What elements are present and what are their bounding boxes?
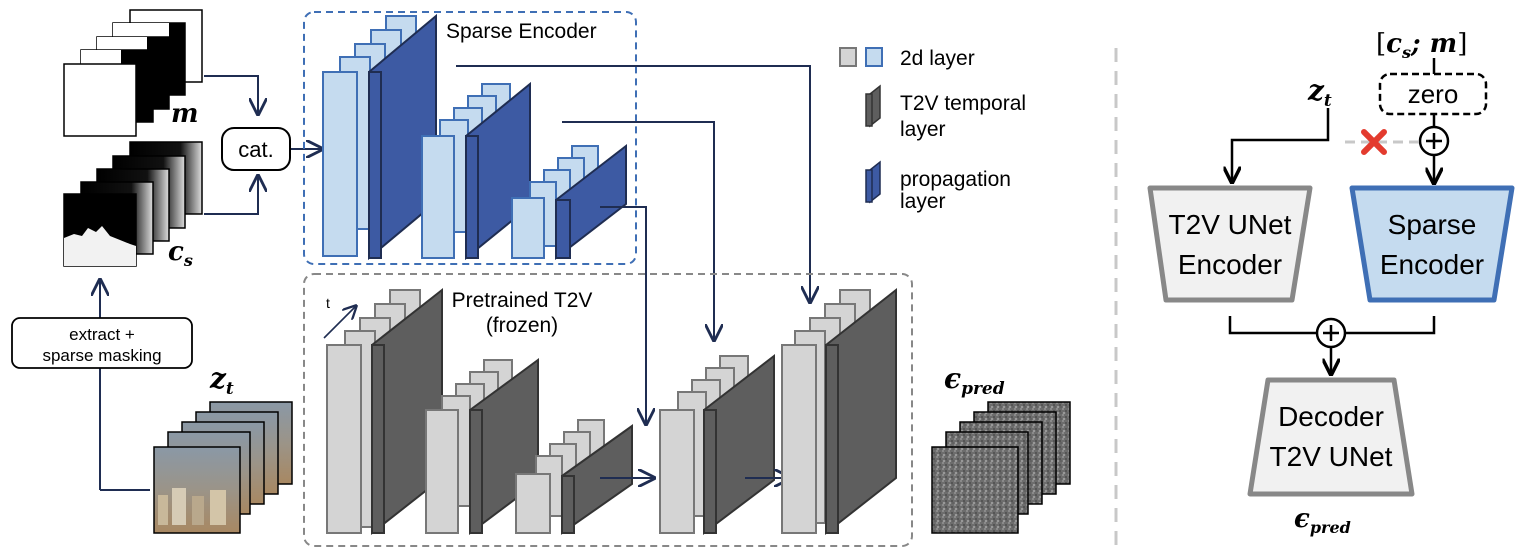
zero-label: zero bbox=[1408, 79, 1459, 109]
eps-pred-label-left: ϵpred bbox=[944, 362, 1005, 399]
t2v-unet-encoder-line2: Encoder bbox=[1178, 249, 1282, 280]
eps-pred-label-right: ϵpred bbox=[1294, 504, 1351, 537]
time-axis-label: t bbox=[326, 295, 330, 311]
t2v-block-5 bbox=[781, 287, 897, 536]
t2v-block-3 bbox=[515, 419, 633, 535]
cs-to-cat-arrow bbox=[204, 176, 258, 215]
concat-box bbox=[221, 127, 291, 171]
mask-stack bbox=[63, 9, 203, 137]
legend-swatch-gray bbox=[839, 47, 857, 67]
legend: 2d layer T2V temporal layer propagation … bbox=[839, 47, 1026, 213]
zt-video-stack bbox=[153, 401, 293, 534]
concat-label: cat. bbox=[238, 137, 273, 162]
zt-label: zt bbox=[209, 362, 234, 399]
zt-to-cs-arrow bbox=[100, 280, 150, 491]
sparse-encoder-frame bbox=[303, 11, 637, 265]
condition-label: [cs; m] bbox=[1376, 29, 1467, 62]
red-cross-icon bbox=[1361, 129, 1387, 155]
legend-temporal-2: layer bbox=[900, 118, 946, 141]
legend-propagation-1: propagation bbox=[900, 168, 1011, 191]
sparse-encoder-line1: Sparse bbox=[1388, 209, 1477, 240]
t2v-block-2 bbox=[425, 358, 539, 535]
sparse-block-1 bbox=[322, 13, 437, 261]
pretrained-title-1: Pretrained T2V bbox=[452, 289, 593, 312]
t2v-unet-encoder-box bbox=[1147, 185, 1313, 303]
cs-stack bbox=[63, 141, 203, 267]
decoder-line2: T2V UNet bbox=[1270, 441, 1393, 472]
pretrained-title-2: (frozen) bbox=[486, 314, 558, 337]
sparse-encoder-title: Sparse Encoder bbox=[446, 20, 597, 43]
skip-arrow-1 bbox=[456, 65, 810, 302]
t2v-block-1 bbox=[326, 287, 443, 536]
legend-temporal-1: T2V temporal bbox=[900, 92, 1026, 115]
time-axis-arrow bbox=[323, 306, 356, 339]
sparse-encoder-box bbox=[1349, 185, 1515, 303]
mask-label: m bbox=[171, 99, 199, 129]
eps-pred-stack bbox=[931, 401, 1071, 534]
t2v-block-4 bbox=[659, 353, 775, 536]
t2v-unet-encoder-line1: T2V UNet bbox=[1169, 209, 1292, 240]
decoder-box bbox=[1247, 377, 1415, 497]
skip-arrow-3 bbox=[600, 206, 646, 424]
legend-2d-layer: 2d layer bbox=[900, 47, 975, 70]
extract-box bbox=[11, 317, 193, 369]
extract-label-1: extract + bbox=[69, 325, 135, 344]
legend-propagation-2: layer bbox=[900, 190, 946, 213]
zt-to-unet-arrow bbox=[1232, 108, 1330, 182]
sparse-encoder-line2: Encoder bbox=[1380, 249, 1484, 280]
extract-label-2: sparse masking bbox=[42, 346, 161, 365]
decoder-line1: Decoder bbox=[1278, 401, 1384, 432]
zt-label-right: zt bbox=[1307, 74, 1332, 111]
cs-label: cs bbox=[168, 237, 193, 270]
legend-swatch-blue bbox=[865, 47, 883, 67]
encoders-merge-line bbox=[1228, 316, 1436, 335]
skip-arrow-2 bbox=[562, 121, 714, 340]
pretrained-frame bbox=[303, 273, 913, 547]
sparse-block-3 bbox=[511, 143, 627, 261]
mask-to-cat-arrow bbox=[204, 75, 258, 114]
